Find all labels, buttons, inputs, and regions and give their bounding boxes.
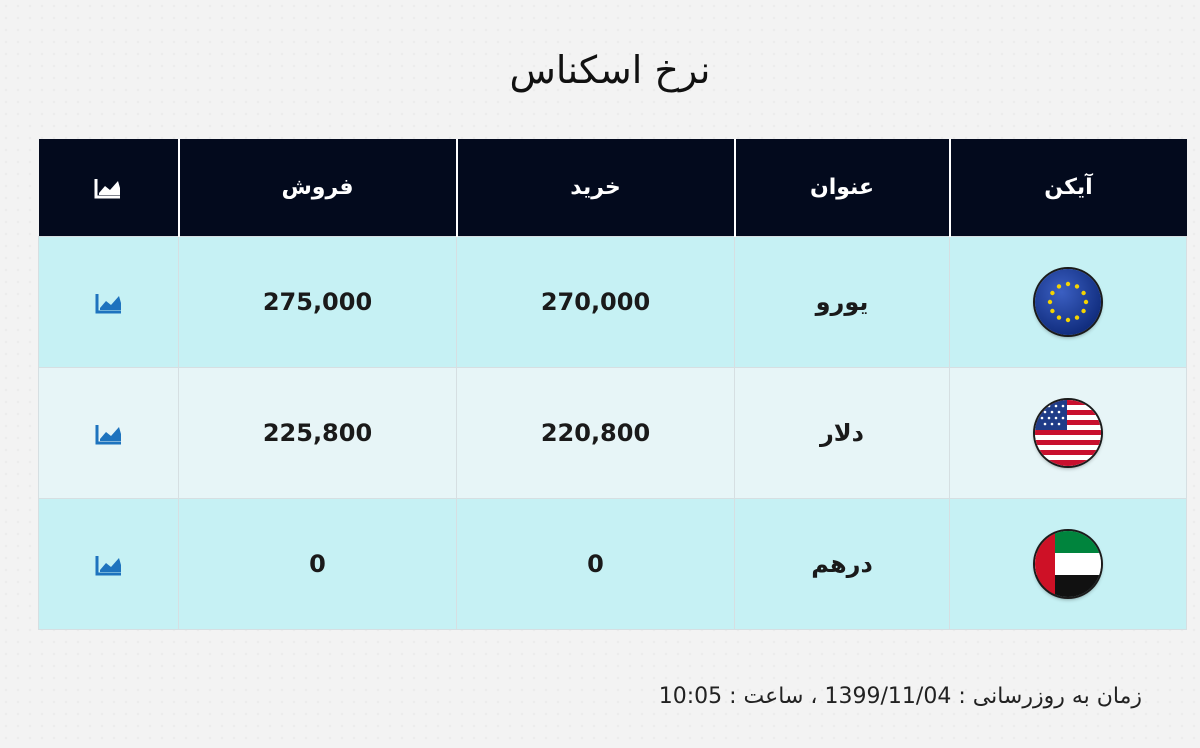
update-label: زمان به روزرسانی :	[958, 684, 1142, 709]
exchange-rate-table: آیکن عنوان خرید فروش	[38, 139, 1187, 630]
table-row: درهم 0 0	[38, 498, 1187, 630]
sell-price: 225,800	[178, 367, 457, 499]
sell-price: 275,000	[178, 236, 457, 368]
chart-line-icon[interactable]	[94, 553, 124, 577]
chart-line-icon[interactable]	[94, 291, 124, 315]
currency-title: درهم	[734, 498, 950, 630]
buy-price: 270,000	[456, 236, 735, 368]
sell-price: 0	[178, 498, 457, 630]
page-title: نرخ اسکناس	[509, 48, 711, 92]
header-title: عنوان	[733, 139, 950, 237]
buy-price: 0	[456, 498, 735, 630]
chart-line-icon	[94, 179, 120, 199]
table-row: یورو 270,000 275,000	[38, 236, 1187, 368]
header-sell: فروش	[177, 139, 457, 237]
chart-cell[interactable]	[38, 236, 179, 368]
buy-price: 220,800	[456, 367, 735, 499]
icon-cell	[949, 236, 1187, 368]
currency-title: یورو	[734, 236, 950, 368]
time-label: ساعت :	[729, 684, 804, 709]
uae-flag-icon	[1035, 531, 1101, 597]
last-update: زمان به روزرسانی : 1399/11/04 ، ساعت : 1…	[659, 684, 1142, 709]
chart-cell[interactable]	[38, 367, 179, 499]
icon-cell	[949, 498, 1187, 630]
separator: ،	[810, 684, 818, 709]
table-row: دلار 220,800 225,800	[38, 367, 1187, 499]
update-time: 10:05	[658, 684, 723, 709]
header-buy: خرید	[455, 139, 735, 237]
header-chart	[38, 139, 179, 237]
chart-cell[interactable]	[38, 498, 179, 630]
eu-flag-icon	[1035, 269, 1101, 335]
update-date: 1399/11/04	[824, 684, 952, 709]
icon-cell	[949, 367, 1187, 499]
us-flag-icon	[1035, 400, 1101, 466]
currency-title: دلار	[734, 367, 950, 499]
chart-line-icon[interactable]	[94, 422, 124, 446]
header-icon: آیکن	[948, 139, 1187, 237]
table-header-row: آیکن عنوان خرید فروش	[38, 139, 1187, 237]
